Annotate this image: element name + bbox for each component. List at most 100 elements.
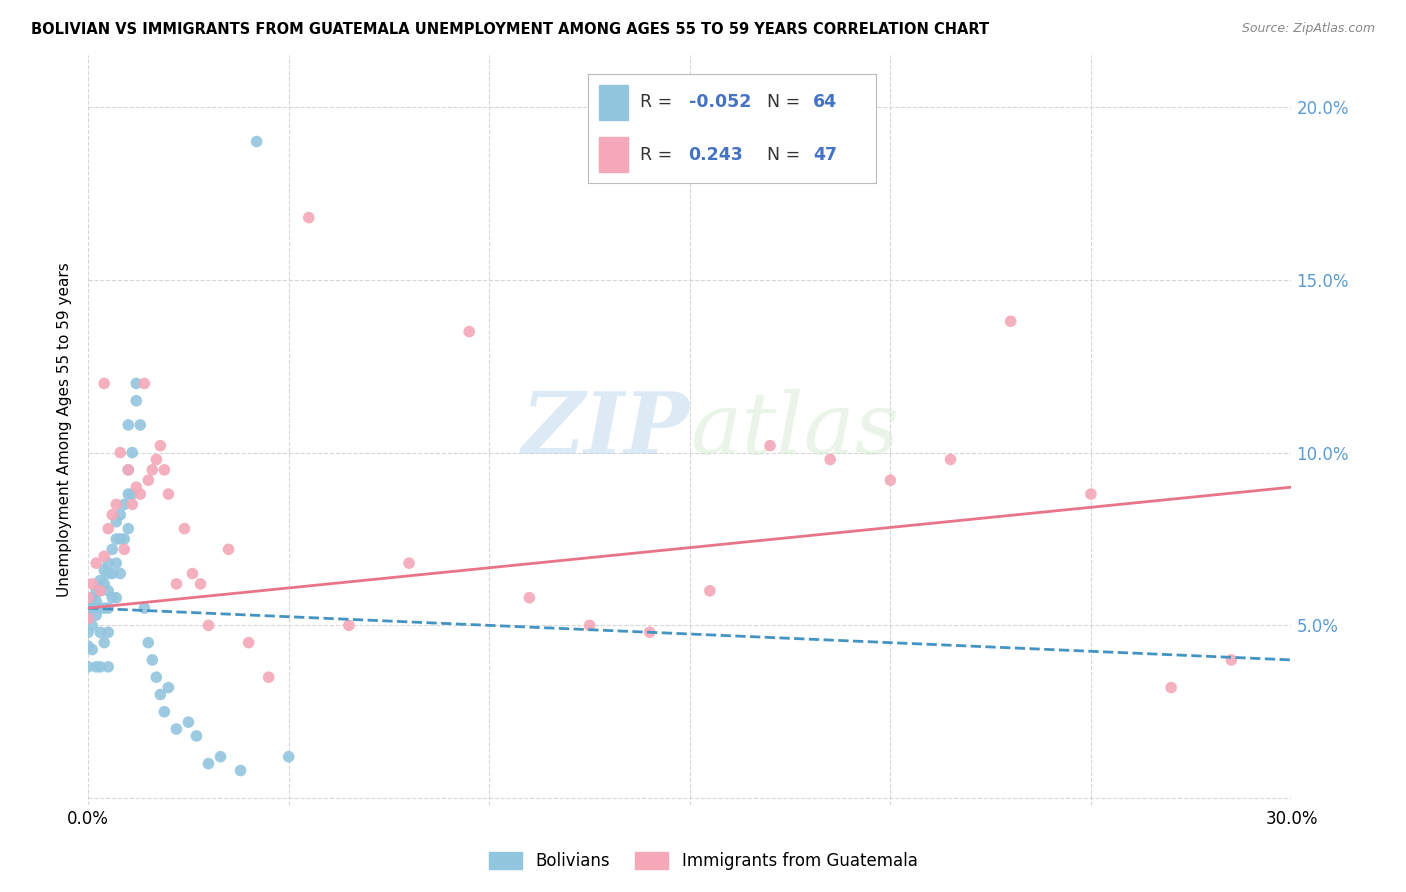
Point bbox=[145, 452, 167, 467]
Point bbox=[238, 635, 260, 649]
Point bbox=[105, 591, 128, 605]
Point bbox=[77, 611, 100, 625]
Point bbox=[97, 583, 120, 598]
Point bbox=[197, 618, 219, 632]
Point bbox=[759, 439, 782, 453]
Point bbox=[157, 681, 180, 695]
Point bbox=[97, 625, 120, 640]
Point bbox=[110, 532, 132, 546]
Point bbox=[1080, 487, 1102, 501]
Point bbox=[121, 445, 143, 459]
Text: BOLIVIAN VS IMMIGRANTS FROM GUATEMALA UNEMPLOYMENT AMONG AGES 55 TO 59 YEARS COR: BOLIVIAN VS IMMIGRANTS FROM GUATEMALA UN… bbox=[31, 22, 988, 37]
Point bbox=[181, 566, 204, 581]
Point bbox=[129, 487, 152, 501]
Point bbox=[93, 549, 115, 564]
Point bbox=[153, 463, 176, 477]
Point bbox=[93, 376, 115, 391]
Point bbox=[177, 715, 200, 730]
Point bbox=[105, 532, 128, 546]
Point bbox=[97, 566, 120, 581]
Point bbox=[190, 577, 212, 591]
Point bbox=[157, 487, 180, 501]
Point bbox=[93, 563, 115, 577]
Point bbox=[153, 705, 176, 719]
Point bbox=[89, 601, 111, 615]
Point bbox=[117, 417, 139, 432]
Point bbox=[173, 522, 195, 536]
Point bbox=[101, 542, 124, 557]
Y-axis label: Unemployment Among Ages 55 to 59 years: Unemployment Among Ages 55 to 59 years bbox=[58, 263, 72, 598]
Point bbox=[129, 417, 152, 432]
Point bbox=[84, 583, 107, 598]
Point bbox=[165, 577, 187, 591]
Point bbox=[112, 542, 135, 557]
Point bbox=[97, 660, 120, 674]
Point bbox=[186, 729, 208, 743]
Point bbox=[82, 577, 104, 591]
Point bbox=[125, 376, 148, 391]
Point bbox=[1000, 314, 1022, 328]
Point bbox=[77, 660, 100, 674]
Point bbox=[105, 497, 128, 511]
Legend: Bolivians, Immigrants from Guatemala: Bolivians, Immigrants from Guatemala bbox=[482, 845, 924, 877]
Point bbox=[257, 670, 280, 684]
Point bbox=[117, 487, 139, 501]
Point bbox=[110, 566, 132, 581]
Point bbox=[298, 211, 321, 225]
Point bbox=[818, 452, 841, 467]
Point bbox=[112, 532, 135, 546]
Text: atlas: atlas bbox=[690, 389, 898, 472]
Point bbox=[82, 591, 104, 605]
Point bbox=[699, 583, 721, 598]
Point bbox=[112, 497, 135, 511]
Point bbox=[136, 635, 159, 649]
Point bbox=[125, 480, 148, 494]
Point bbox=[77, 601, 100, 615]
Point bbox=[134, 601, 156, 615]
Point bbox=[229, 764, 252, 778]
Point bbox=[89, 574, 111, 588]
Point bbox=[1160, 681, 1182, 695]
Point bbox=[89, 625, 111, 640]
Point bbox=[879, 473, 901, 487]
Point bbox=[197, 756, 219, 771]
Point bbox=[638, 625, 661, 640]
Point bbox=[121, 497, 143, 511]
Point bbox=[93, 577, 115, 591]
Point bbox=[141, 463, 163, 477]
Text: Source: ZipAtlas.com: Source: ZipAtlas.com bbox=[1241, 22, 1375, 36]
Point bbox=[82, 601, 104, 615]
Point bbox=[105, 515, 128, 529]
Text: ZIP: ZIP bbox=[522, 388, 690, 472]
Point bbox=[246, 135, 269, 149]
Point bbox=[117, 463, 139, 477]
Point bbox=[97, 522, 120, 536]
Point bbox=[97, 556, 120, 570]
Point bbox=[117, 522, 139, 536]
Point bbox=[149, 688, 172, 702]
Point bbox=[1220, 653, 1243, 667]
Point bbox=[110, 445, 132, 459]
Point bbox=[105, 556, 128, 570]
Point bbox=[84, 660, 107, 674]
Point bbox=[939, 452, 962, 467]
Point bbox=[209, 749, 232, 764]
Point bbox=[519, 591, 541, 605]
Point bbox=[136, 473, 159, 487]
Point bbox=[145, 670, 167, 684]
Point bbox=[84, 607, 107, 622]
Point bbox=[337, 618, 360, 632]
Point bbox=[458, 325, 481, 339]
Point bbox=[134, 376, 156, 391]
Point bbox=[77, 639, 100, 653]
Point bbox=[93, 601, 115, 615]
Point bbox=[125, 393, 148, 408]
Point bbox=[77, 611, 100, 625]
Point bbox=[84, 594, 107, 608]
Point bbox=[101, 508, 124, 522]
Point bbox=[149, 439, 172, 453]
Point bbox=[89, 583, 111, 598]
Point bbox=[165, 722, 187, 736]
Point bbox=[141, 653, 163, 667]
Point bbox=[110, 508, 132, 522]
